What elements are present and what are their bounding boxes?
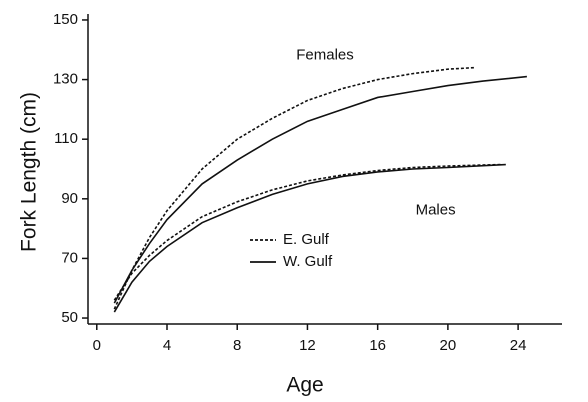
- x-tick-label: 0: [93, 337, 101, 354]
- line: [113, 75, 527, 304]
- x-tick-label: 24: [510, 337, 527, 354]
- legend-label: W. Gulf: [283, 253, 333, 270]
- y-tick-label: 110: [54, 130, 78, 147]
- x-tick-label: 4: [163, 337, 171, 354]
- annotation: Males: [416, 202, 456, 219]
- y-tick-label: 130: [53, 71, 78, 88]
- x-tick-label: 12: [299, 337, 316, 354]
- x-tick-label: 16: [369, 337, 386, 354]
- y-tick-label: 150: [53, 11, 78, 28]
- line: [113, 66, 475, 310]
- annotation: Females: [296, 47, 354, 64]
- y-axis-label: Fork Length (cm): [18, 92, 41, 252]
- y-tick-label: 90: [61, 190, 78, 207]
- y-tick-label: 70: [61, 249, 78, 266]
- line: [113, 163, 506, 313]
- x-tick-label: 8: [233, 337, 241, 354]
- y-tick-label: 50: [61, 309, 78, 326]
- x-axis-label: Age: [286, 374, 323, 397]
- line: [113, 163, 501, 301]
- x-tick-label: 20: [440, 337, 457, 354]
- legend-label: E. Gulf: [283, 231, 330, 248]
